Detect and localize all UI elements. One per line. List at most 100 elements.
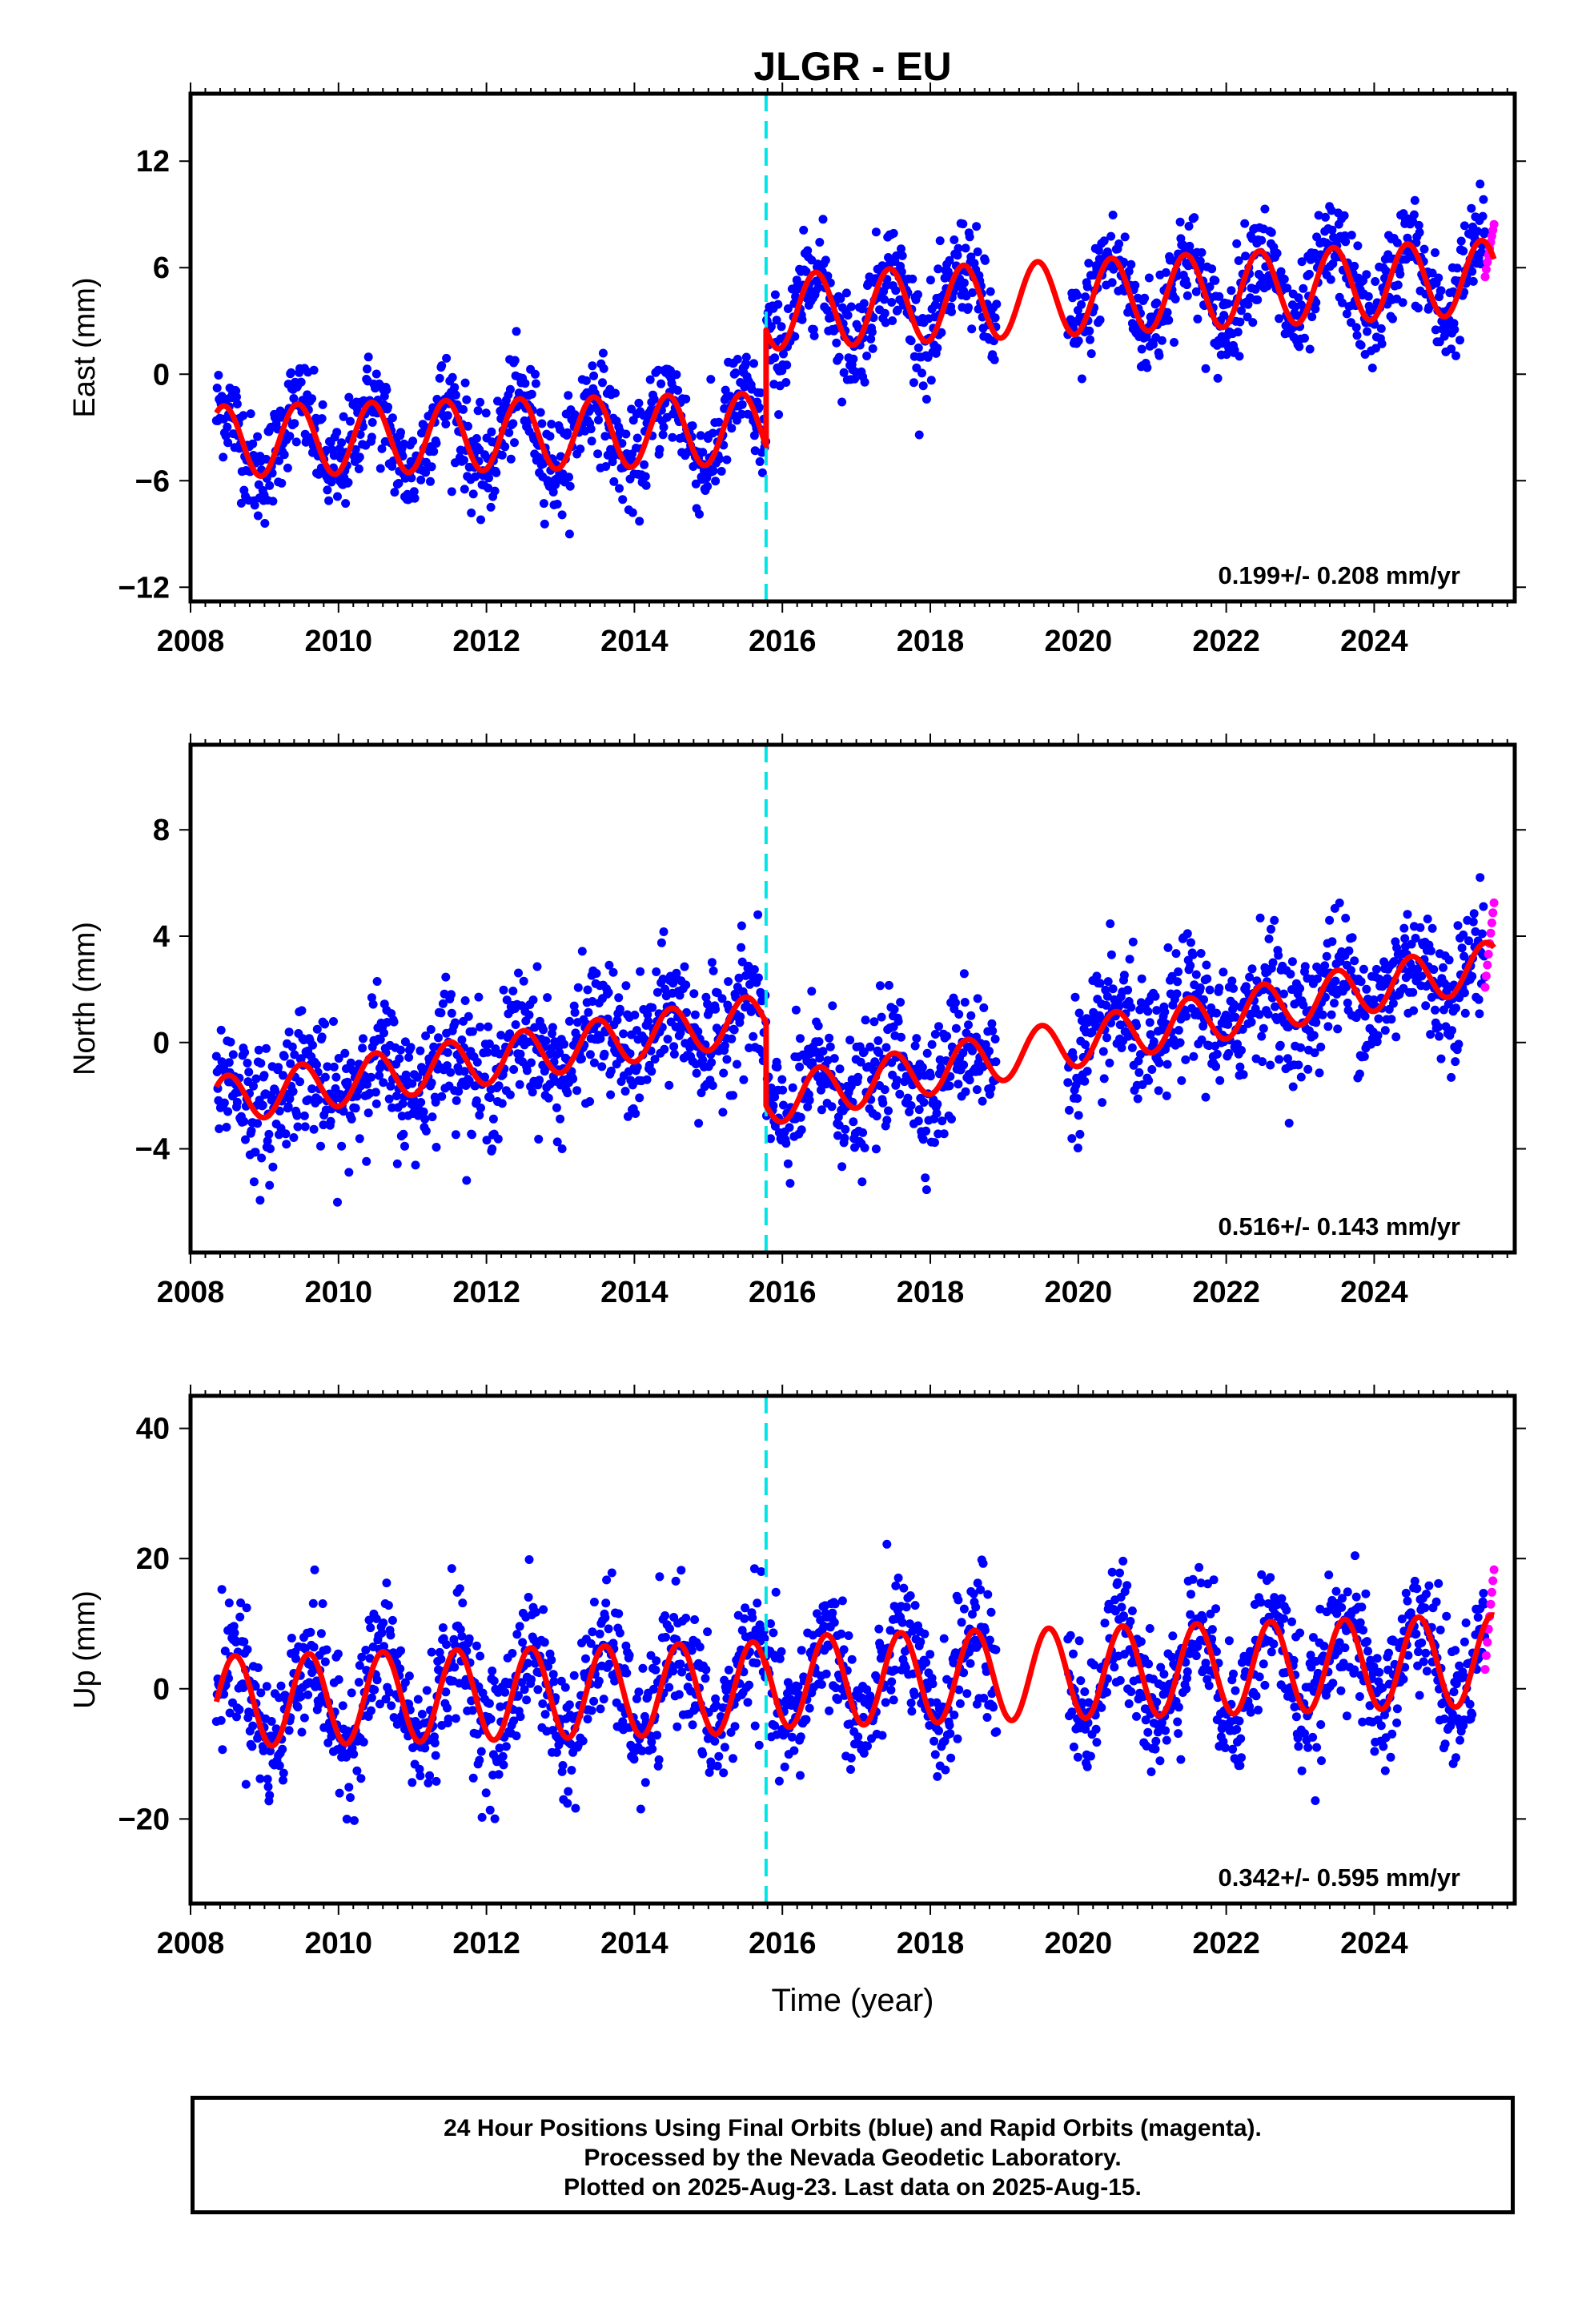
final-orbit-point <box>404 1671 414 1681</box>
final-orbit-point <box>696 431 705 440</box>
final-orbit-point <box>796 1771 805 1780</box>
final-orbit-point <box>780 1762 789 1771</box>
final-orbit-point <box>293 1703 303 1712</box>
final-orbit-point <box>749 1031 758 1041</box>
final-orbit-point <box>275 456 283 465</box>
final-orbit-point <box>889 228 898 238</box>
final-orbit-point <box>538 1699 548 1708</box>
final-orbit-point <box>1203 974 1212 983</box>
final-orbit-point <box>981 255 990 265</box>
final-orbit-point <box>1162 1091 1171 1100</box>
final-orbit-point <box>1325 915 1335 925</box>
final-orbit-point <box>1211 275 1220 285</box>
final-orbit-point <box>960 998 970 1007</box>
final-orbit-point <box>615 484 624 493</box>
final-orbit-point <box>250 501 259 510</box>
final-orbit-point <box>753 1598 762 1608</box>
final-orbit-point <box>1239 1070 1248 1080</box>
final-orbit-point <box>1322 951 1331 961</box>
final-orbit-point <box>1255 913 1265 923</box>
final-orbit-point <box>265 1791 275 1800</box>
final-orbit-point <box>442 1640 452 1649</box>
final-orbit-point <box>1174 1026 1183 1035</box>
x-tick-label: 2010 <box>305 625 373 658</box>
final-orbit-point <box>965 1076 974 1085</box>
final-orbit-point <box>692 1068 701 1078</box>
final-orbit-point <box>540 1710 550 1719</box>
final-orbit-point <box>990 1035 1000 1043</box>
final-orbit-point <box>1297 257 1307 267</box>
final-orbit-point <box>275 1761 284 1771</box>
final-orbit-point <box>927 1039 937 1049</box>
final-orbit-point <box>1082 282 1092 292</box>
rapid-orbit-point <box>1483 257 1492 267</box>
final-orbit-point <box>656 938 666 947</box>
final-orbit-point <box>399 1129 408 1139</box>
final-orbit-point <box>448 372 457 382</box>
final-orbit-point <box>703 481 713 491</box>
final-orbit-point <box>721 385 730 395</box>
final-orbit-point <box>782 360 792 370</box>
final-orbit-point <box>1114 239 1124 248</box>
final-orbit-point <box>232 1097 242 1107</box>
final-orbit-point <box>749 431 759 440</box>
final-orbit-point <box>326 1116 335 1126</box>
final-orbit-point <box>358 1043 367 1053</box>
final-orbit-point <box>508 419 518 428</box>
final-orbit-point <box>1339 211 1349 220</box>
final-orbit-point <box>817 1085 825 1095</box>
final-orbit-point <box>1140 293 1150 303</box>
final-orbit-point <box>287 1042 297 1051</box>
final-orbit-point <box>387 1615 397 1625</box>
final-orbit-point <box>893 1016 903 1026</box>
final-orbit-point <box>695 509 704 519</box>
final-orbit-point <box>708 428 717 438</box>
y-axis-label: East (mm) <box>68 277 102 417</box>
final-orbit-point <box>631 1109 640 1118</box>
final-orbit-point <box>681 394 691 404</box>
final-orbit-point <box>1356 977 1366 987</box>
final-orbit-point <box>698 448 708 457</box>
final-orbit-point <box>249 1177 259 1187</box>
final-orbit-point <box>563 1799 572 1808</box>
final-orbit-point <box>296 1054 306 1063</box>
final-orbit-point <box>537 419 547 428</box>
final-orbit-point <box>669 1049 679 1059</box>
final-orbit-point <box>372 1675 382 1685</box>
final-orbit-point <box>219 452 228 462</box>
rate-label: 0.516+/- 0.143 mm/yr <box>1219 1212 1460 1240</box>
final-orbit-point <box>249 1081 258 1091</box>
final-orbit-point <box>888 316 897 325</box>
final-orbit-point <box>688 1720 697 1730</box>
final-orbit-point <box>959 278 969 287</box>
final-orbit-point <box>484 1022 493 1031</box>
final-orbit-point <box>367 1072 375 1082</box>
final-orbit-point <box>1152 1006 1162 1015</box>
final-orbit-point <box>604 960 614 970</box>
final-orbit-point <box>665 1683 674 1692</box>
final-orbit-point <box>1108 984 1118 994</box>
final-orbit-point <box>968 288 977 297</box>
final-orbit-point <box>656 379 666 388</box>
final-orbit-point <box>856 1057 865 1067</box>
final-orbit-point <box>937 328 946 337</box>
y-tick-label: −12 <box>118 571 170 605</box>
final-orbit-point <box>1123 985 1133 995</box>
final-orbit-point <box>219 1098 229 1108</box>
final-orbit-point <box>576 444 585 454</box>
final-orbit-point <box>866 334 876 344</box>
final-orbit-point <box>1411 934 1420 943</box>
final-orbit-point <box>389 1713 399 1723</box>
final-orbit-point <box>499 1760 508 1770</box>
final-orbit-point <box>283 1102 293 1112</box>
final-orbit-point <box>557 1144 567 1153</box>
final-orbit-point <box>722 1055 732 1064</box>
final-orbit-point <box>585 1050 595 1059</box>
final-orbit-point <box>1452 1003 1460 1013</box>
final-orbit-point <box>1202 960 1211 970</box>
final-orbit-point <box>417 1710 427 1719</box>
final-orbit-point <box>1115 1020 1125 1030</box>
final-orbit-point <box>307 1084 317 1094</box>
final-orbit-point <box>896 998 905 1007</box>
final-orbit-point <box>1464 936 1473 946</box>
